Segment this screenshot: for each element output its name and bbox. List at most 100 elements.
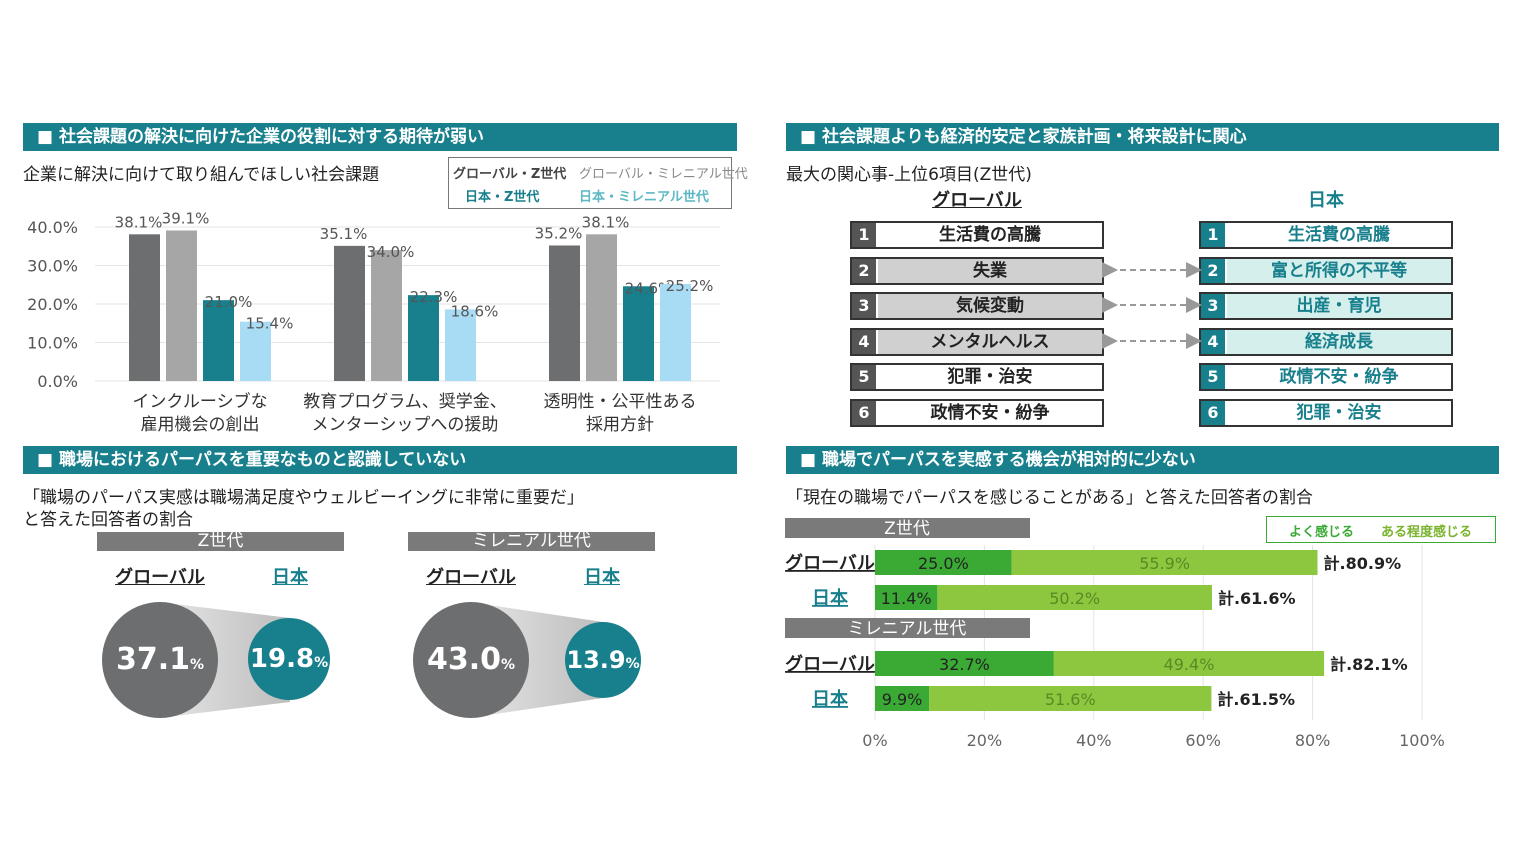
z-japan-circle: 19.8% bbox=[248, 618, 330, 700]
panel1-legend: グローバル・Z世代 グローバル・ミレニアル世代 日本・Z世代 日本・ミレニアル世… bbox=[448, 157, 748, 209]
bar-data-label: 34.0% bbox=[367, 243, 415, 261]
panel1-banner: ■ 社会課題の解決に向けた企業の役割に対する期待が弱い bbox=[23, 123, 737, 151]
y-tick-label: 0.0% bbox=[37, 372, 78, 391]
ranking-item: 5 犯罪・治安 bbox=[850, 363, 1104, 391]
ranking-label: 気候変動 bbox=[878, 294, 1102, 318]
legend-global-z: グローバル・Z世代 bbox=[453, 167, 567, 182]
ranking-number: 3 bbox=[1201, 294, 1225, 318]
gen-group-label: Z世代 bbox=[884, 519, 930, 539]
x-tick-label: 80% bbox=[1295, 731, 1331, 750]
millennial-global-label: グローバル bbox=[426, 567, 516, 588]
somewhat-data-label: 49.4% bbox=[1164, 655, 1215, 674]
bar-somewhat bbox=[937, 585, 1212, 610]
legend-global-millennial: グローバル・ミレニアル世代 bbox=[579, 167, 748, 182]
ranking-label: メンタルヘルス bbox=[878, 329, 1102, 354]
total-data-label: 計.61.6% bbox=[1218, 589, 1296, 608]
millennial-japan-circle: 13.9% bbox=[565, 622, 641, 698]
somewhat-data-label: 50.2% bbox=[1049, 589, 1100, 608]
bar-data-label: 22.3% bbox=[410, 288, 458, 306]
x-category-label: 採用方針 bbox=[586, 415, 654, 435]
ranking-label: 生活費の高騰 bbox=[1288, 225, 1390, 245]
global-ranking-heading: グローバル bbox=[932, 190, 1022, 211]
panel3-subtitle-line1: 「職場のパーパス実感は職場満足度やウェルビーイングに非常に重要だ」 bbox=[23, 488, 584, 508]
ranking-item: 5 政情不安・紛争 bbox=[1199, 363, 1453, 391]
ranking-number: 3 bbox=[852, 294, 876, 318]
ranking-item: 2 失業 bbox=[850, 256, 1104, 285]
ranking-item: 6 政情不安・紛争 bbox=[850, 398, 1104, 427]
ranking-label: 失業 bbox=[878, 258, 1102, 283]
gen-group-label: ミレニアル世代 bbox=[848, 619, 967, 639]
bar bbox=[660, 283, 691, 381]
often-data-label: 25.0% bbox=[918, 554, 969, 573]
total-data-label: 計.80.9% bbox=[1324, 554, 1402, 573]
ranking-number: 4 bbox=[852, 329, 876, 354]
somewhat-data-label: 55.9% bbox=[1139, 554, 1190, 573]
bar-often bbox=[875, 550, 1012, 575]
x-category-label: 雇用機会の創出 bbox=[141, 415, 260, 435]
bar-data-label: 21.0% bbox=[205, 293, 253, 311]
bar-often bbox=[875, 686, 930, 711]
ranking-label: 経済成長 bbox=[1227, 329, 1451, 354]
panel2-banner: ■ 社会課題よりも経済的安定と家族計画・将来設計に関心 bbox=[786, 123, 1499, 151]
z-japan-label: 日本 bbox=[272, 567, 308, 588]
ranking-label: 出産・育児 bbox=[1227, 294, 1451, 318]
total-data-label: 計.82.1% bbox=[1330, 655, 1408, 674]
bar-often bbox=[875, 585, 938, 610]
ranking-item: 3 気候変動 bbox=[850, 292, 1104, 320]
bar-data-label: 39.1% bbox=[162, 209, 210, 227]
row-label: 日本 bbox=[812, 587, 848, 609]
row-label: 日本 bbox=[812, 688, 848, 710]
often-data-label: 9.9% bbox=[882, 690, 923, 709]
bar bbox=[203, 300, 234, 381]
gen-bar-millennial: ミレニアル世代 bbox=[408, 532, 655, 551]
gen-group-bar bbox=[785, 518, 1030, 538]
bar bbox=[371, 250, 402, 381]
legend-often: よく感じる bbox=[1289, 525, 1355, 540]
ranking-label: 犯罪・治安 bbox=[947, 367, 1033, 387]
millennial-global-circle: 43.0% bbox=[413, 602, 529, 718]
bar-often bbox=[875, 651, 1054, 676]
bar bbox=[129, 234, 160, 381]
x-category-label: メンターシップへの援助 bbox=[312, 415, 499, 435]
ranking-number: 6 bbox=[852, 400, 876, 425]
gen-bar-z: Z世代 bbox=[97, 532, 344, 551]
z-global-label: グローバル bbox=[115, 567, 205, 588]
ranking-number: 1 bbox=[852, 223, 876, 247]
panel4-banner: ■ 職場でパーパスを実感する機会が相対的に少ない bbox=[786, 446, 1499, 474]
bar-somewhat bbox=[929, 686, 1212, 711]
x-tick-label: 100% bbox=[1399, 731, 1445, 750]
ranking-label: 富と所得の不平等 bbox=[1227, 258, 1451, 283]
ranking-item: 4 メンタルヘルス bbox=[850, 327, 1104, 356]
ranking-item: 6 犯罪・治安 bbox=[1199, 398, 1453, 427]
gen-group-bar bbox=[785, 618, 1030, 638]
panel2-subtitle: 最大の関心事-上位6項目(Z世代) bbox=[786, 165, 1032, 185]
ranking-number: 2 bbox=[1201, 258, 1225, 283]
row-label: グローバル bbox=[785, 552, 875, 574]
bar-somewhat bbox=[1011, 550, 1318, 575]
bar bbox=[549, 245, 580, 381]
ranking-number: 1 bbox=[1201, 223, 1225, 247]
y-tick-label: 10.0% bbox=[27, 334, 78, 353]
ranking-number: 5 bbox=[852, 365, 876, 389]
bar bbox=[623, 286, 654, 381]
legend-japan-millennial: 日本・ミレニアル世代 bbox=[579, 190, 709, 205]
ranking-label: 生活費の高騰 bbox=[939, 225, 1041, 245]
bar-chart: 0.0%10.0%20.0%30.0%40.0% 38.1% 39.1%21.0%1… bbox=[27, 209, 720, 435]
millennial-japan-label: 日本 bbox=[584, 567, 620, 588]
y-tick-label: 40.0% bbox=[27, 218, 78, 237]
ranking-label: 政情不安・紛争 bbox=[1279, 367, 1399, 387]
ranking-item: 1 生活費の高騰 bbox=[850, 221, 1104, 249]
bar-somewhat bbox=[1053, 651, 1325, 676]
often-data-label: 11.4% bbox=[881, 589, 932, 608]
x-category-label: 透明性・公平性ある bbox=[544, 392, 697, 412]
bar-data-label: 35.1% bbox=[320, 225, 368, 243]
ranking-number: 6 bbox=[1201, 400, 1225, 425]
panel4-subtitle: 「現在の職場でパーパスを感じることがある」と答えた回答者の割合 bbox=[786, 488, 1313, 508]
x-tick-label: 0% bbox=[862, 731, 887, 750]
bar-data-label: 38.1% bbox=[115, 213, 163, 231]
panel1-subtitle: 企業に解決に向けて取り組んでほしい社会課題 bbox=[23, 165, 380, 185]
ranking-item: 4 経済成長 bbox=[1199, 327, 1453, 356]
z-global-circle: 37.1% bbox=[102, 602, 218, 718]
somewhat-data-label: 51.6% bbox=[1045, 690, 1096, 709]
bar bbox=[586, 234, 617, 381]
